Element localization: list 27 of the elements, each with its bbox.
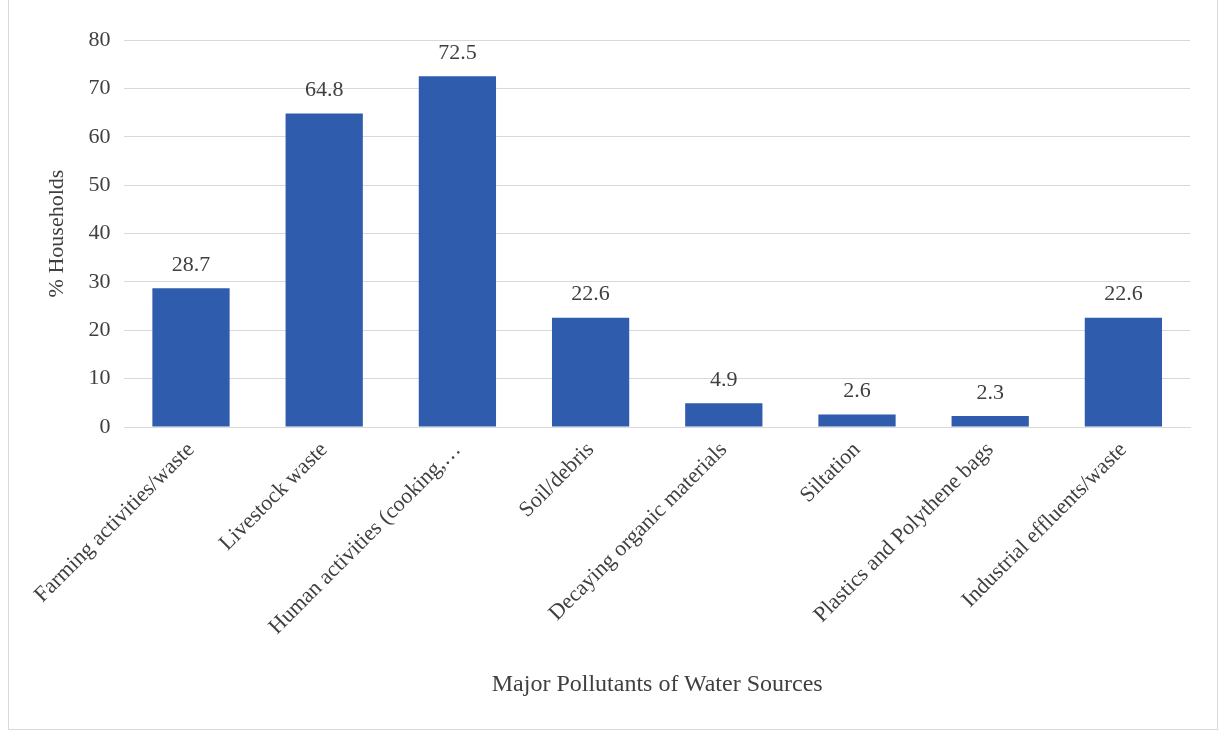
- data-label: 22.6: [571, 280, 610, 306]
- data-label: 22.6: [1104, 280, 1143, 306]
- data-label: 72.5: [438, 39, 477, 65]
- bar: [685, 403, 763, 427]
- data-label: 2.6: [843, 377, 871, 403]
- y-tick-label: 30: [88, 267, 111, 293]
- bar: [551, 317, 630, 427]
- y-tick-label: 40: [88, 219, 111, 245]
- y-tick-label: 50: [88, 170, 111, 196]
- data-label: 64.8: [304, 76, 344, 102]
- bar: [951, 415, 1029, 427]
- y-tick-label: 0: [99, 412, 111, 438]
- bar: [285, 113, 363, 427]
- bar: [418, 76, 497, 427]
- y-tick-label: 80: [88, 25, 111, 51]
- y-tick-label: 10: [88, 364, 111, 390]
- data-label: 4.9: [710, 366, 738, 392]
- data-label: 28.7: [171, 250, 211, 276]
- data-label: 2.3: [976, 378, 1004, 404]
- bar: [152, 288, 230, 427]
- y-tick-label: 60: [88, 122, 111, 148]
- y-tick-label: 70: [88, 74, 111, 100]
- x-axis-title: Major Pollutants of Water Sources: [491, 669, 823, 696]
- bar: [1084, 317, 1163, 427]
- y-axis-title: % Households: [42, 169, 68, 298]
- y-tick-label: 20: [88, 316, 111, 342]
- bar: [818, 414, 896, 427]
